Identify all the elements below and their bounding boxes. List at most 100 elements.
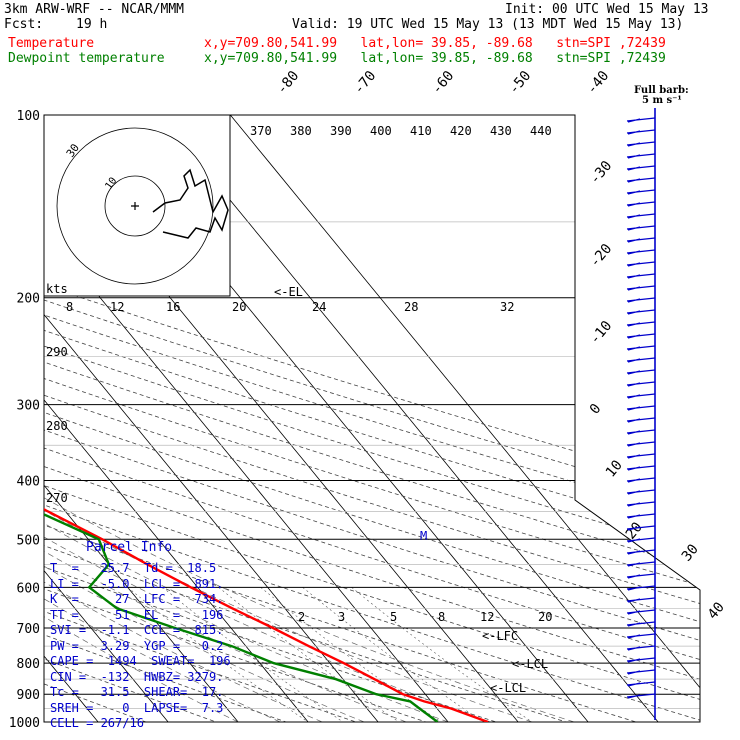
pressure-tick-label: 100 [17,109,40,124]
dry-adiabat-label: 270 [46,491,68,505]
hodograph-units-label: kts [46,282,68,296]
wind-barb [626,393,656,399]
hodograph-speed-label: 28 [404,300,418,314]
wind-barb [626,333,656,339]
hodograph-speed-label: 12 [110,300,124,314]
isotherm-label: -70 [351,68,380,98]
wind-barb [626,633,656,639]
mixing-ratio-label: 8 [438,610,445,624]
isotherm-label: -40 [584,68,613,98]
wind-barb [626,165,656,171]
parcel-info-row: LI = -5.0 LCL = 891. [50,576,224,591]
wind-barb [626,381,656,387]
wind-barb [626,213,656,219]
dry-adiabat-label: 290 [46,345,68,359]
hodograph-speed-label: 20 [232,300,246,314]
wind-barb [626,441,656,447]
theta-label: 380 [290,124,312,138]
pressure-tick-label: 600 [17,581,40,596]
pressure-tick-label: 800 [17,657,40,672]
isotherm-line [160,115,659,722]
annotation-label: <-LCL [512,657,548,671]
wind-barb [626,237,656,243]
pressure-tick-label: 400 [17,474,40,489]
hodograph-speed-label: 32 [500,300,514,314]
moist-adiabat-line [44,297,407,722]
annotation-label: <-LCL [490,681,526,695]
isotherm-label: 30 [679,541,702,564]
pressure-tick-label: 1000 [9,716,40,731]
hodograph-speed-label: 8 [66,300,73,314]
isotherm-label: -20 [587,241,616,271]
isotherm-label: -50 [506,68,535,98]
dewpoint-profile-line [44,115,439,722]
theta-label: 400 [370,124,392,138]
mixing-ratio-line [351,587,533,722]
parcel-info-row: CIN = -132 HWBZ= 3279. [50,669,224,684]
isotherm-label: -10 [587,318,616,348]
mixing-ratio-label: 12 [480,610,494,624]
hodograph-ring [104,175,166,237]
wind-barb [626,189,656,195]
wind-barb [626,645,656,651]
hodograph-ring-label: 30 [64,141,82,159]
wind-barb [626,225,656,231]
wind-barb [626,693,656,699]
dewpoint-location: x,y=709.80,541.99 lat,lon= 39.85, -89.68… [204,51,666,66]
mixing-ratio-line [260,587,442,722]
isotherm-label: -60 [429,68,458,98]
forecast-label: Fcst: [4,17,44,32]
wind-barb [626,573,656,579]
theta-label: 430 [490,124,512,138]
wind-barb [626,681,656,687]
pressure-tick-label: 700 [17,622,40,637]
wind-barb [626,261,656,267]
wind-barb [626,177,656,183]
model-title: 3km ARW-WRF -- NCAR/MMM [4,2,185,17]
wind-barb [626,537,656,543]
parcel-info-row: CELL = 267/16 [50,716,144,730]
wind-barb [626,429,656,435]
theta-label: 410 [410,124,432,138]
isotherm-label: 10 [603,457,626,480]
wind-barb [626,489,656,495]
wind-barb [626,525,656,531]
mixing-ratio-label: 20 [538,610,552,624]
hodograph-trace [152,168,229,239]
hodograph-center-marker [131,202,139,210]
isotherm-label: -80 [274,68,303,98]
temperature-legend: Temperature [8,36,95,51]
wind-barb [626,273,656,279]
wind-barb [626,153,656,159]
wind-barb [626,501,656,507]
parcel-info-row: T = 25.7 Td = 18.5 [50,561,217,575]
annotation-label: M [420,529,427,543]
wind-barb [626,621,656,627]
hodograph-ring [56,127,214,285]
parcel-info-row: SVI = -1.1 CCL = 815. [50,623,224,637]
wind-barb [626,657,656,663]
wind-barb [626,249,656,255]
wind-barb-title: Full barb: [634,85,689,96]
wind-barb [626,609,656,615]
valid-time: Valid: 19 UTC Wed 15 May 13 (13 MDT Wed … [292,17,684,32]
parcel-info-row: K = 27 LFC = 734. [50,592,224,606]
mixing-ratio-label: 3 [338,610,345,624]
wind-barb [626,549,656,555]
moist-adiabat-line [44,297,239,722]
theta-label: 370 [250,124,272,138]
theta-label: 420 [450,124,472,138]
dewpoint-legend: Dewpoint temperature [8,51,165,66]
pressure-tick-label: 900 [17,688,40,703]
wind-barb [626,357,656,363]
parcel-info-row: CAPE = 1494 SWEAT= 196 [50,654,231,668]
dry-adiabat-label: 280 [46,419,68,433]
wind-barb [626,669,656,675]
wind-barb [626,345,656,351]
isotherm-label: 40 [705,599,728,622]
mixing-ratio-label: 5 [390,610,397,624]
hodograph-speed-label: 24 [312,300,326,314]
wind-barb [626,141,656,147]
wind-barb [626,117,656,123]
